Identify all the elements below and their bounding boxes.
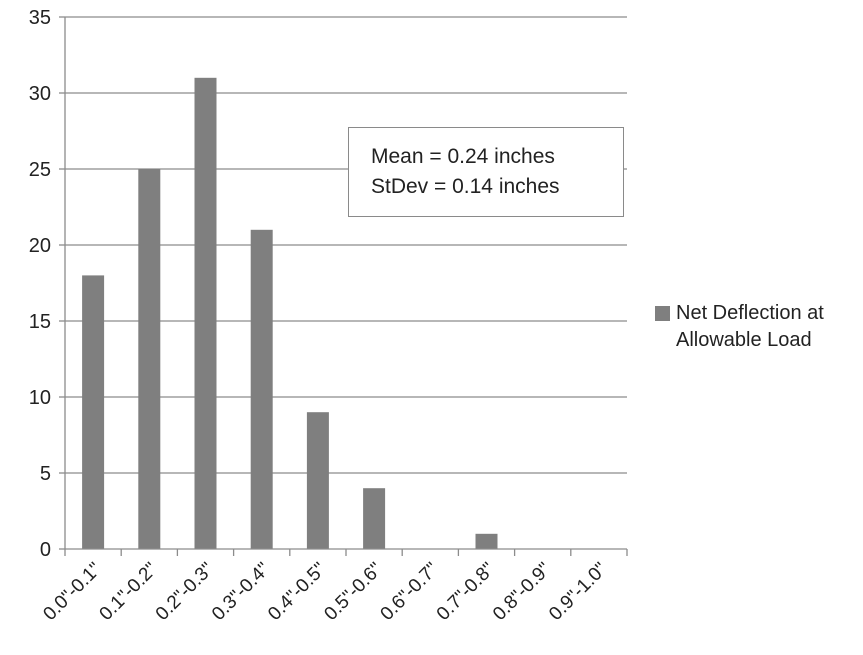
stdev-text: StDev = 0.14 inches [371, 175, 560, 198]
bar [194, 77, 217, 550]
x-tick-label: 0.7"-0.8" [433, 559, 499, 625]
x-tick-label: 0.2"-0.3" [152, 559, 218, 625]
y-tick-label: 5 [40, 463, 51, 485]
y-tick-labels: 0 5 10 15 20 25 30 35 [29, 7, 51, 561]
x-tick-label: 0.5"-0.6" [320, 559, 386, 625]
x-tick-label: 0.1"-0.2" [96, 559, 162, 625]
bar [363, 488, 386, 549]
bar [82, 275, 105, 549]
y-tick-label: 20 [29, 235, 51, 257]
axes [59, 16, 628, 556]
x-tick-label: 0.3"-0.4" [208, 559, 274, 625]
bar [475, 533, 498, 549]
x-tick-label: 0.4"-0.5" [264, 559, 330, 625]
y-tick-label: 0 [40, 539, 51, 561]
mean-text: Mean = 0.24 inches [371, 145, 555, 168]
x-tick-label: 0.6"-0.7" [377, 559, 443, 625]
bars [82, 77, 498, 550]
statistics-annotation: Mean = 0.24 inches StDev = 0.14 inches [348, 127, 624, 217]
y-tick-label: 25 [29, 159, 51, 181]
y-tick-label: 15 [29, 311, 51, 333]
legend-swatch [655, 306, 670, 321]
y-tick-label: 35 [29, 7, 51, 29]
bar [306, 412, 329, 549]
y-tick-label: 10 [29, 387, 51, 409]
legend: Net Deflection at Allowable Load [655, 300, 863, 354]
bar [138, 169, 161, 549]
x-tick-label: 0.9"-1.0" [545, 559, 611, 625]
x-tick-labels: 0.0"-0.1"0.1"-0.2"0.2"-0.3"0.3"-0.4"0.4"… [39, 559, 611, 625]
y-tick-label: 30 [29, 83, 51, 105]
x-tick-label: 0.0"-0.1" [39, 559, 105, 625]
x-tick-label: 0.8"-0.9" [489, 559, 555, 625]
bar [250, 229, 273, 550]
legend-label: Net Deflection at Allowable Load [676, 302, 824, 351]
